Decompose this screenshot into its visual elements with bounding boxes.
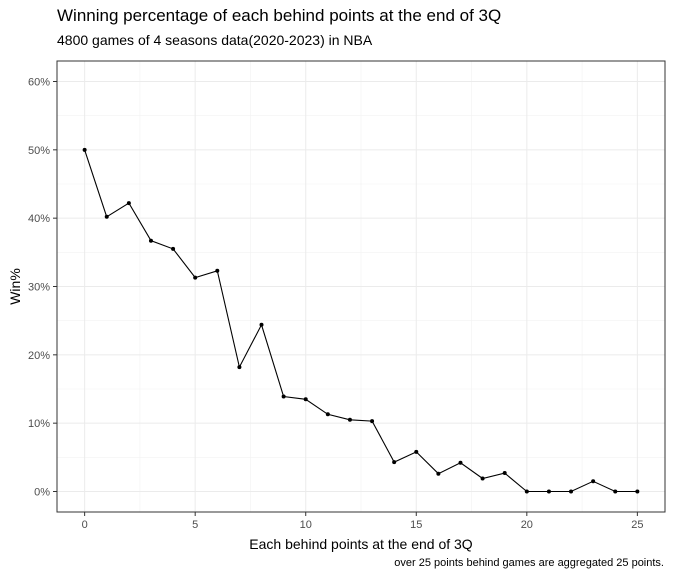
data-point bbox=[569, 489, 574, 494]
data-point bbox=[480, 476, 485, 481]
x-tick-label: 25 bbox=[631, 519, 643, 531]
y-tick-label: 40% bbox=[28, 213, 50, 225]
data-point bbox=[392, 460, 397, 465]
y-tick-label: 50% bbox=[28, 145, 50, 157]
data-point bbox=[281, 394, 286, 399]
data-point bbox=[347, 417, 352, 422]
data-point bbox=[303, 397, 308, 402]
x-tick-label: 5 bbox=[192, 519, 198, 531]
grid-lines bbox=[57, 61, 665, 512]
data-point bbox=[259, 322, 264, 327]
data-point bbox=[591, 479, 596, 484]
data-point bbox=[82, 147, 87, 152]
data-point bbox=[502, 471, 507, 476]
data-point bbox=[436, 471, 441, 476]
data-point bbox=[126, 201, 131, 206]
data-point bbox=[193, 275, 198, 280]
chart-caption: over 25 points behind games are aggregat… bbox=[394, 557, 664, 569]
data-point bbox=[171, 246, 176, 251]
y-tick-label: 0% bbox=[34, 487, 50, 499]
x-tick-label: 0 bbox=[82, 519, 88, 531]
x-tick-label: 15 bbox=[410, 519, 422, 531]
y-tick-label: 20% bbox=[28, 350, 50, 362]
x-tick-label: 20 bbox=[521, 519, 533, 531]
series-line bbox=[84, 149, 638, 493]
data-point bbox=[414, 449, 419, 454]
y-tick-label: 60% bbox=[28, 77, 50, 89]
chart-subtitle: 4800 games of 4 seasons data(2020-2023) … bbox=[57, 32, 373, 48]
data-point bbox=[613, 489, 618, 494]
data-point bbox=[524, 489, 529, 494]
data-point bbox=[215, 268, 220, 273]
chart-title: Winning percentage of each behind points… bbox=[57, 6, 502, 25]
data-point bbox=[237, 365, 242, 370]
data-point bbox=[148, 238, 153, 243]
y-tick-label: 30% bbox=[28, 282, 50, 294]
y-axis-title: Win% bbox=[7, 268, 23, 305]
x-tick-label: 10 bbox=[300, 519, 312, 531]
series-layer bbox=[82, 147, 640, 494]
data-point bbox=[370, 419, 375, 424]
data-point bbox=[635, 489, 640, 494]
y-tick-label: 10% bbox=[28, 418, 50, 430]
x-axis-title: Each behind points at the end of 3Q bbox=[249, 536, 472, 552]
axis-layer: 0 5 10 15 20 25 0% 10% 20% 30% 40% 50% 60% bbox=[28, 77, 644, 532]
data-point bbox=[458, 460, 463, 465]
data-point bbox=[325, 412, 330, 417]
data-point bbox=[104, 214, 109, 219]
data-point bbox=[546, 489, 551, 494]
